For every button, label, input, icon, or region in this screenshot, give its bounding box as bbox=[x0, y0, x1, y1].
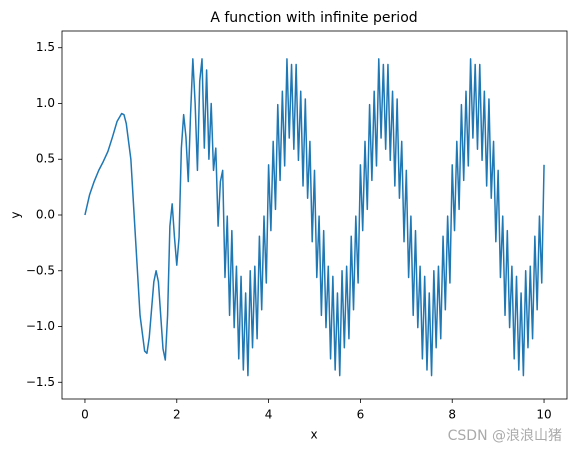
plot-frame bbox=[61, 30, 568, 400]
y-axis-label: y bbox=[9, 211, 23, 218]
x-axis-label: x bbox=[310, 428, 317, 442]
y-tick-label: 0.5 bbox=[36, 152, 55, 166]
y-tick-label: −1.5 bbox=[26, 375, 55, 389]
chart-title: A function with infinite period bbox=[210, 10, 417, 26]
y-tick-label: −1.0 bbox=[26, 319, 55, 333]
y-tick-label: 0.0 bbox=[36, 208, 55, 222]
x-tick-label: 2 bbox=[173, 408, 181, 422]
y-tick-label: −0.5 bbox=[26, 263, 55, 277]
x-tick-label: 0 bbox=[81, 408, 89, 422]
data-line bbox=[84, 58, 545, 377]
y-tick-label: 1.0 bbox=[36, 96, 55, 110]
x-tick-label: 6 bbox=[357, 408, 365, 422]
x-tick-label: 8 bbox=[448, 408, 456, 422]
x-tick-label: 10 bbox=[536, 408, 551, 422]
x-tick-label: 4 bbox=[265, 408, 273, 422]
y-tick-label: 1.5 bbox=[36, 40, 55, 54]
watermark: CSDN @浪浪山猪 bbox=[448, 428, 562, 444]
